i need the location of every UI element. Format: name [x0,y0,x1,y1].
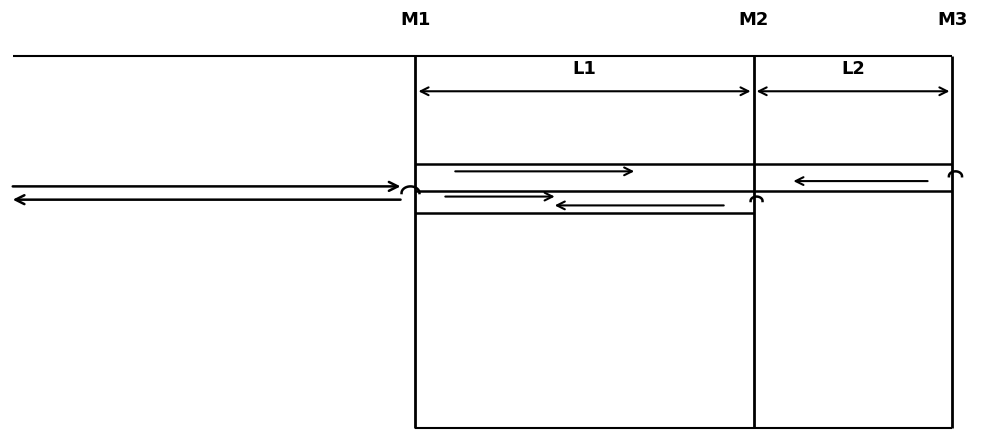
Text: M2: M2 [738,12,769,30]
Text: M3: M3 [937,12,968,30]
Text: L2: L2 [841,60,865,78]
Text: L1: L1 [573,60,596,78]
Text: M1: M1 [400,12,431,30]
